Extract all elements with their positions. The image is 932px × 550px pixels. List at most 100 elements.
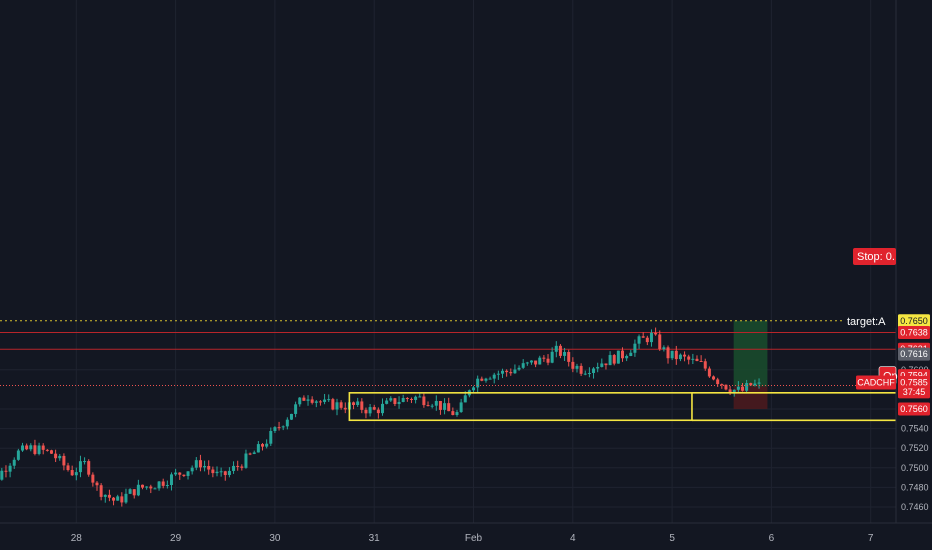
candle-116 bbox=[455, 409, 459, 417]
candle-70 bbox=[265, 439, 269, 449]
candle-168 bbox=[670, 350, 674, 361]
x-tick-label: 29 bbox=[170, 533, 182, 544]
svg-text:CADCHF: CADCHF bbox=[857, 378, 895, 388]
candle-156 bbox=[621, 347, 625, 362]
candle-160 bbox=[637, 334, 641, 349]
candle-71 bbox=[269, 427, 273, 447]
candle-107 bbox=[418, 393, 422, 398]
candle-141 bbox=[558, 344, 562, 359]
x-tick-label: Feb bbox=[465, 533, 483, 544]
candle-35 bbox=[120, 492, 124, 507]
candle-137 bbox=[542, 355, 546, 362]
candle-94 bbox=[364, 407, 368, 419]
candle-32 bbox=[107, 489, 111, 502]
candle-115 bbox=[451, 407, 455, 416]
candle-184 bbox=[736, 381, 740, 393]
candle-163 bbox=[649, 329, 653, 347]
x-tick-label: 7 bbox=[868, 533, 874, 544]
stop-label[interactable]: Stop: 0. bbox=[853, 248, 896, 265]
range-box bbox=[348, 392, 896, 422]
candle-149 bbox=[592, 367, 596, 379]
candle-144 bbox=[571, 357, 575, 373]
x-tick-label: 6 bbox=[769, 533, 775, 544]
consolidation-box[interactable] bbox=[348, 392, 693, 422]
candle-30 bbox=[99, 483, 103, 501]
x-tick-label: 5 bbox=[669, 533, 675, 544]
target-label[interactable]: target:A bbox=[845, 313, 896, 328]
candle-158 bbox=[629, 349, 633, 357]
candle-72 bbox=[273, 426, 277, 434]
candle-23 bbox=[70, 465, 74, 477]
candle-24 bbox=[74, 467, 78, 481]
candle-159 bbox=[633, 339, 637, 357]
candle-54 bbox=[198, 454, 202, 472]
candle-127 bbox=[501, 368, 505, 379]
candle-85 bbox=[327, 394, 331, 402]
horizontal-lines bbox=[0, 320, 896, 350]
candle-28 bbox=[91, 472, 95, 487]
candle-43 bbox=[153, 487, 157, 490]
candle-124 bbox=[488, 376, 492, 380]
candle-78 bbox=[298, 397, 302, 407]
candle-50 bbox=[182, 474, 186, 478]
candle-147 bbox=[583, 370, 587, 376]
candle-134 bbox=[529, 360, 533, 365]
candle-130 bbox=[513, 364, 517, 374]
price-badge-7: 0.7560 bbox=[898, 402, 930, 416]
svg-text:37:45: 37:45 bbox=[903, 387, 926, 397]
candle-84 bbox=[323, 393, 327, 405]
x-tick-label: 4 bbox=[570, 533, 576, 544]
candle-120 bbox=[472, 385, 476, 394]
candle-66 bbox=[248, 452, 252, 456]
candle-101 bbox=[393, 397, 397, 407]
candle-93 bbox=[360, 398, 364, 414]
symbol-label[interactable]: CADCHF bbox=[856, 375, 896, 390]
candle-76 bbox=[289, 413, 293, 421]
candle-92 bbox=[356, 397, 360, 407]
candle-113 bbox=[443, 398, 447, 415]
candle-174 bbox=[695, 355, 699, 362]
candle-162 bbox=[645, 335, 649, 346]
x-tick-label: 31 bbox=[369, 533, 381, 544]
candle-65 bbox=[244, 449, 248, 469]
candle-91 bbox=[352, 401, 356, 410]
candle-165 bbox=[658, 330, 662, 351]
candle-36 bbox=[124, 488, 128, 504]
candle-89 bbox=[343, 402, 347, 414]
candle-87 bbox=[335, 398, 339, 416]
candle-153 bbox=[608, 351, 612, 366]
candle-186 bbox=[745, 379, 749, 393]
candle-135 bbox=[534, 360, 538, 368]
candle-14 bbox=[33, 439, 37, 456]
candle-75 bbox=[285, 417, 289, 430]
price-axis-background bbox=[896, 0, 932, 550]
candle-143 bbox=[567, 349, 571, 367]
candle-171 bbox=[683, 351, 687, 362]
candle-111 bbox=[434, 395, 438, 411]
candle-74 bbox=[281, 425, 285, 431]
candle-44 bbox=[157, 480, 161, 491]
candle-136 bbox=[538, 355, 542, 365]
price-badge-6: 37:45 bbox=[898, 385, 930, 399]
candle-131 bbox=[517, 365, 521, 371]
candle-161 bbox=[641, 332, 645, 338]
candle-62 bbox=[232, 461, 236, 474]
candle-51 bbox=[186, 471, 190, 480]
candles bbox=[0, 327, 761, 507]
candle-63 bbox=[236, 460, 240, 471]
candle-61 bbox=[227, 467, 231, 478]
candle-12 bbox=[25, 443, 29, 451]
candle-64 bbox=[240, 464, 244, 471]
candle-46 bbox=[165, 480, 169, 489]
candle-80 bbox=[306, 395, 310, 406]
candle-45 bbox=[161, 478, 165, 489]
candle-48 bbox=[174, 468, 178, 476]
candle-13 bbox=[29, 443, 33, 452]
candle-99 bbox=[385, 397, 389, 405]
candle-83 bbox=[318, 400, 322, 406]
candle-109 bbox=[426, 401, 430, 407]
candle-148 bbox=[587, 367, 591, 378]
candle-60 bbox=[223, 470, 227, 481]
